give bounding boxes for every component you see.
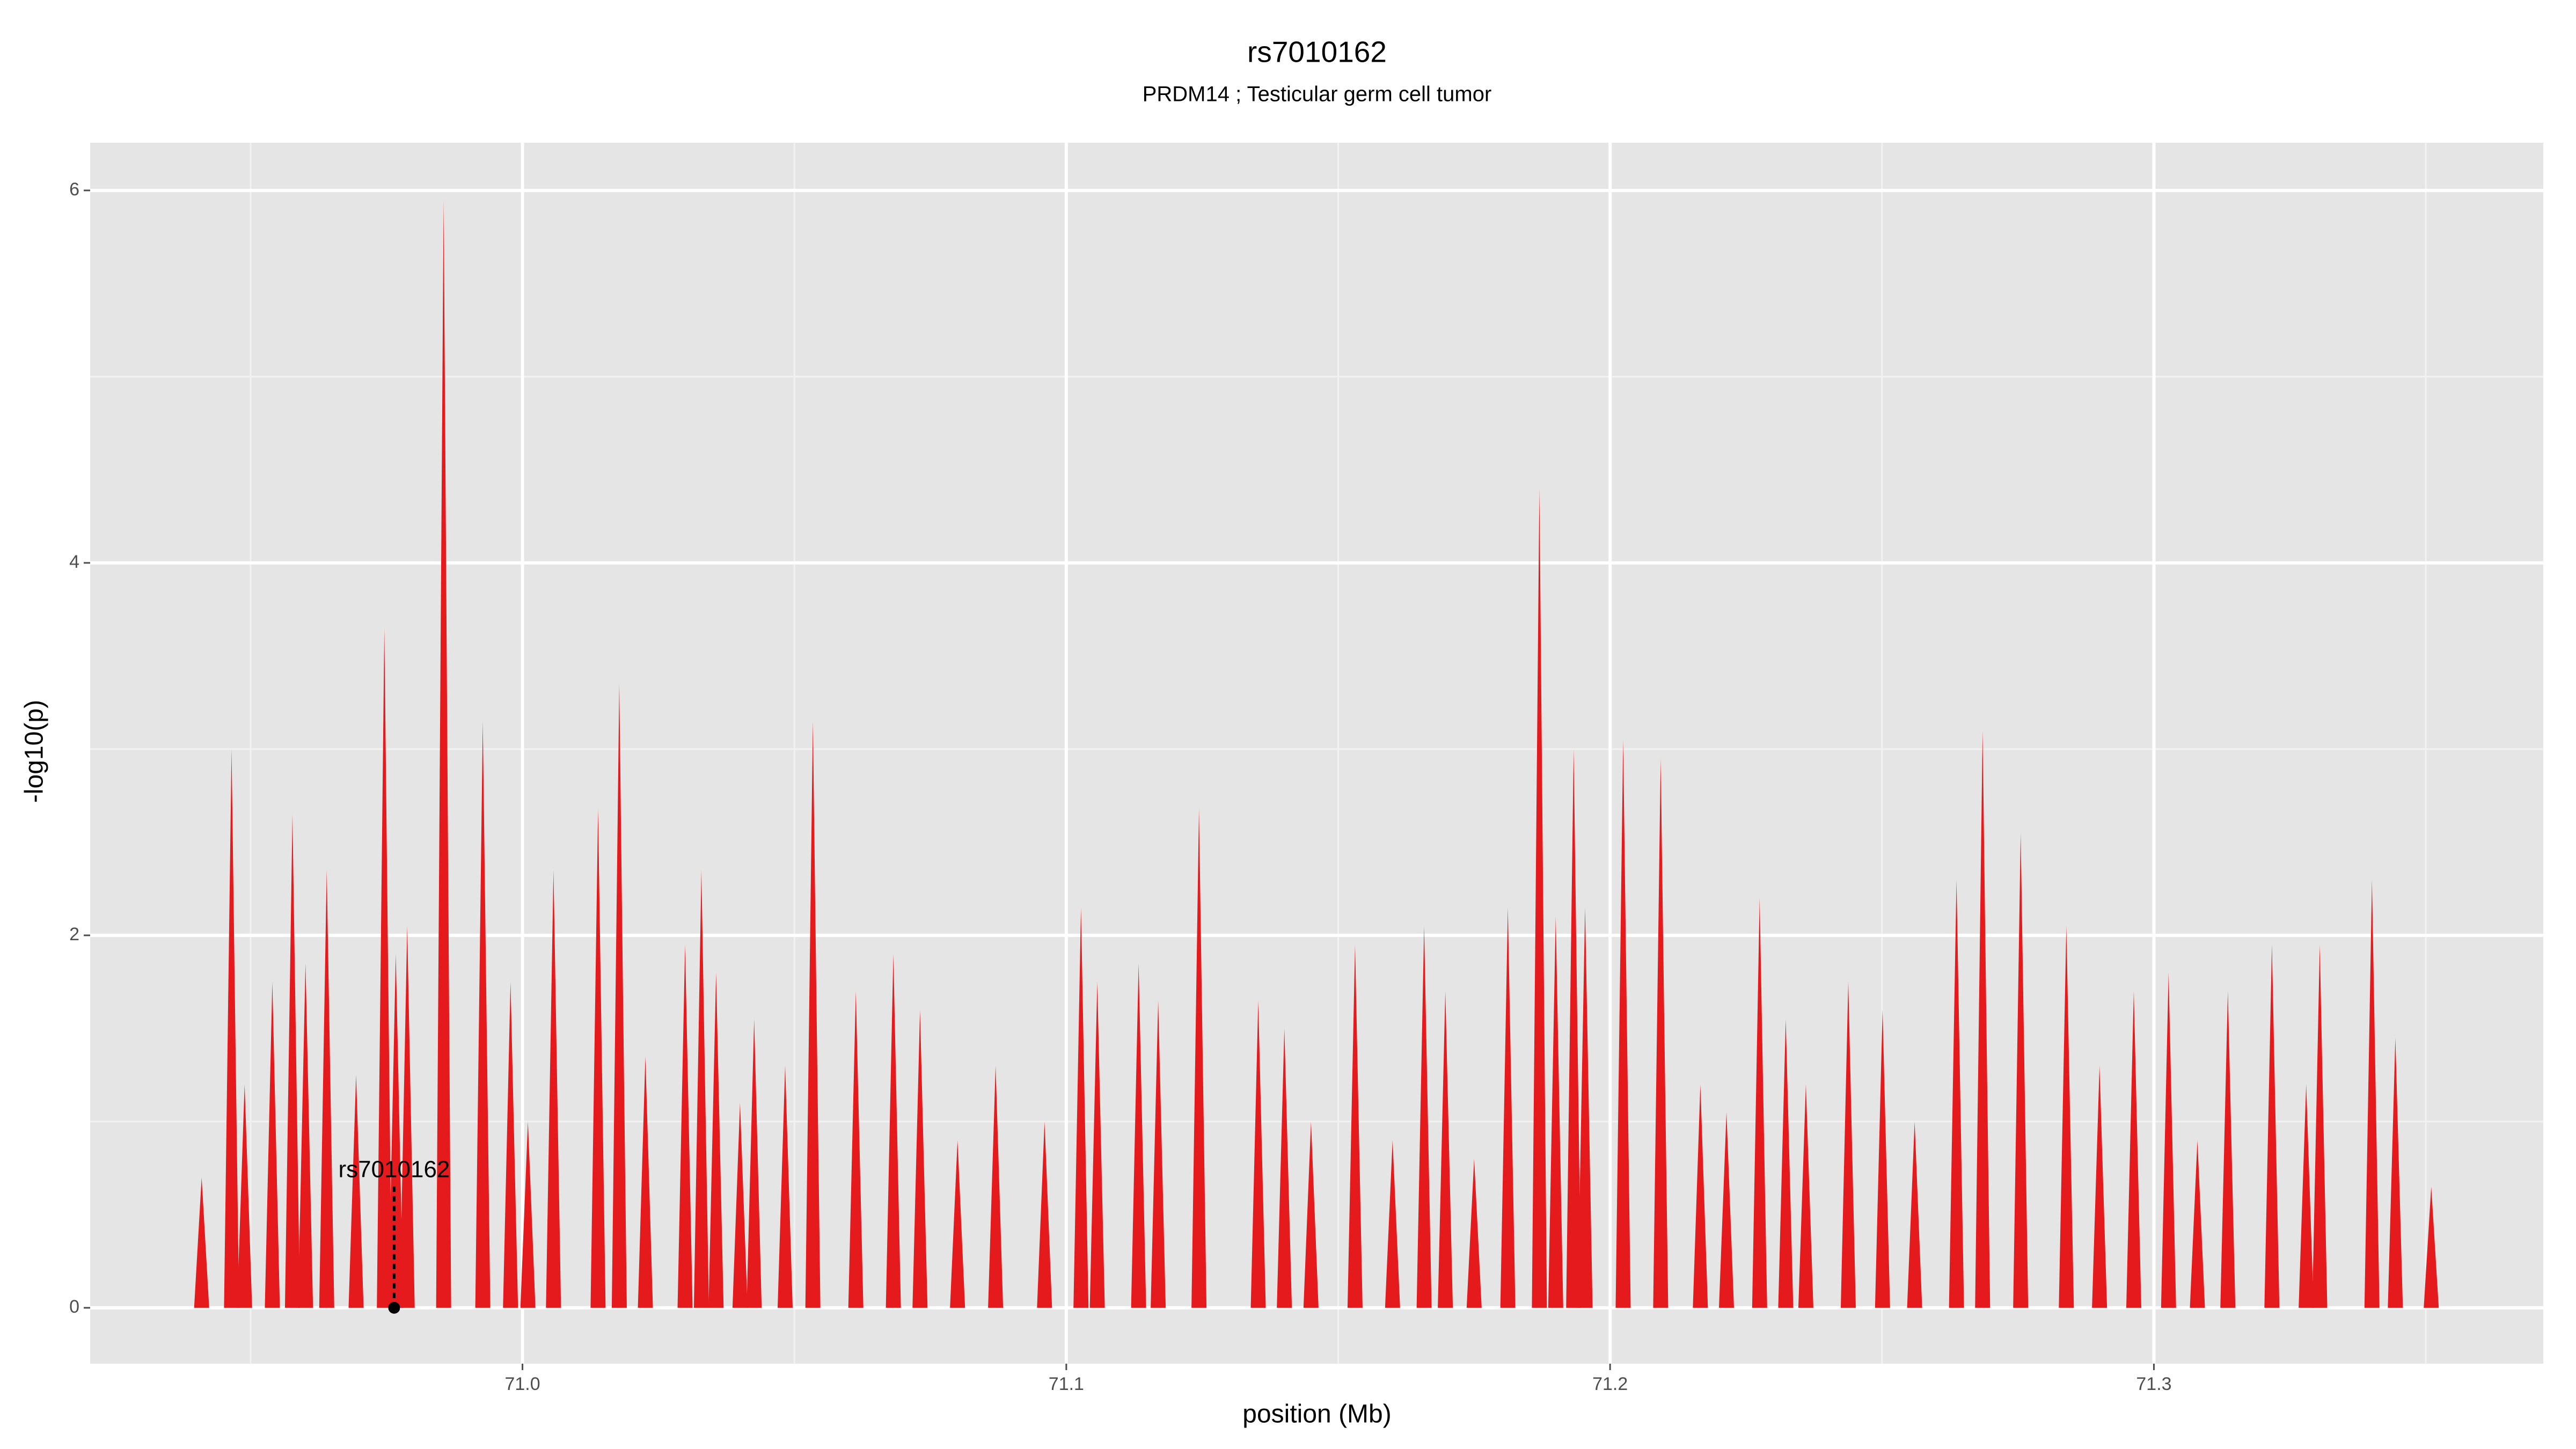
spike [2220,991,2236,1308]
spike [1577,907,1593,1308]
spike [2059,926,2074,1308]
x-tick-label: 71.2 [1592,1374,1628,1394]
spike [677,945,693,1308]
spike [265,982,280,1308]
spike [1798,1084,1813,1308]
spike [436,200,451,1308]
x-tick-label: 71.0 [504,1374,540,1394]
spike [1073,907,1089,1308]
spike [1250,1000,1266,1308]
spike [1277,1028,1292,1308]
spike [805,721,821,1308]
spike [546,870,561,1308]
spike [1037,1121,1052,1308]
spike [1416,926,1432,1308]
spike [1907,1121,1922,1308]
spike [1191,808,1207,1308]
spike [2126,991,2141,1308]
axes: 0 2 4 6 71.0 71.1 71.2 71.3 [69,179,2171,1394]
annotation-label: rs7010162 [338,1157,450,1183]
spike [1385,1140,1400,1308]
spike [2312,945,2328,1308]
spike [747,1019,762,1308]
spike [1089,982,1105,1308]
spike [885,954,901,1308]
spike [319,870,334,1308]
spike [1975,730,1990,1308]
y-tick-label: 4 [69,552,79,572]
spike [1466,1159,1482,1308]
spike [1719,1112,1735,1308]
spike [777,1065,793,1308]
chart-title: rs7010162 [1247,35,1387,69]
spike [399,926,415,1308]
annotation-point [388,1301,400,1314]
spike [1532,488,1547,1308]
spike [1347,945,1363,1308]
spike [2092,1065,2107,1308]
spike [950,1140,965,1308]
spike [2190,1140,2205,1308]
spike [348,1075,364,1308]
spike [2161,972,2176,1308]
annotations: rs7010162 [338,1157,450,1314]
spike [284,814,300,1308]
y-tick-label: 6 [69,179,79,200]
spike [1303,1121,1319,1308]
spike [503,982,518,1308]
chart-subtitle: PRDM14 ; Testicular germ cell tumor [1143,83,1492,106]
marks [194,200,2439,1308]
spike [2013,833,2029,1308]
spike [2364,879,2380,1308]
spike [848,991,863,1308]
spike [1778,1019,1794,1308]
spike [1500,907,1516,1308]
y-tick-label: 0 [69,1297,79,1317]
spike [611,684,627,1308]
spike [1752,898,1767,1308]
spike [1841,982,1856,1308]
x-tick-label: 71.3 [2136,1374,2171,1394]
spike [388,954,404,1308]
spike [2388,1037,2403,1308]
spike [2424,1187,2439,1308]
spike [912,1009,928,1308]
spike [1438,991,1453,1308]
spike [590,808,606,1308]
spike [1548,917,1563,1308]
plot-panel [90,143,2543,1364]
spike [2264,945,2280,1308]
spike [1566,749,1582,1308]
spike [194,1177,209,1308]
spike [638,1056,653,1308]
spike [1693,1084,1708,1308]
spike [520,1121,536,1308]
spike [237,1084,252,1308]
x-tick-label: 71.1 [1049,1374,1084,1394]
y-tick-label: 2 [69,924,79,945]
spike [693,870,709,1308]
spike [1615,740,1631,1308]
spike [298,963,313,1308]
spike [2299,1084,2314,1308]
spike [377,628,392,1308]
spike [475,721,491,1308]
spike [1653,758,1668,1308]
y-axis-title: -log10(p) [20,700,49,803]
spike [224,749,239,1308]
spike [1949,879,1964,1308]
x-axis-title: position (Mb) [1242,1400,1391,1429]
spike [1131,963,1146,1308]
spike [708,972,724,1308]
spike [732,1103,748,1308]
spike [1875,1009,1890,1308]
spike [988,1065,1004,1308]
spike [1151,1000,1166,1308]
